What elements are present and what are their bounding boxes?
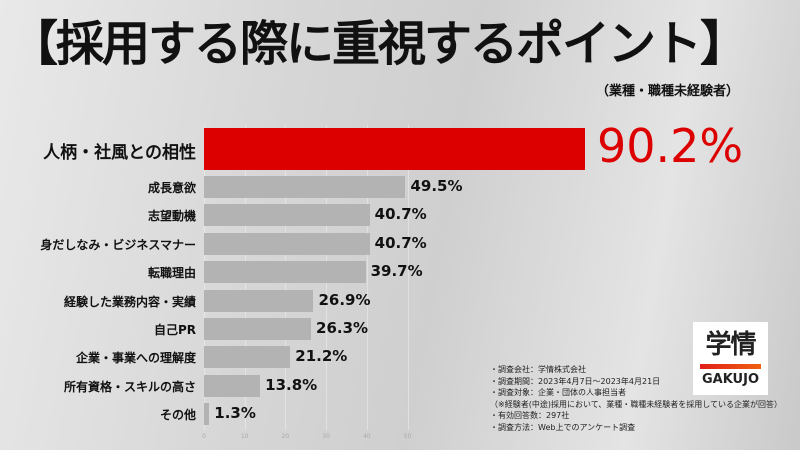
- category-label: 人柄・社風との相性: [43, 143, 196, 163]
- x-tick-label: 40: [362, 433, 371, 440]
- gridline: [407, 125, 409, 430]
- x-tick-label: 20: [281, 433, 290, 440]
- data-label: 21.2%: [295, 347, 348, 366]
- survey-notes: ・調査会社：学情株式会社・調査期間：2023年4月7日～2023年4月21日 ・調…: [490, 364, 782, 433]
- note-line: ・調査会社：学情株式会社: [490, 365, 586, 374]
- gridline: [366, 125, 368, 430]
- category-label: 転職理由: [147, 266, 196, 281]
- data-label: 13.8%: [265, 375, 318, 394]
- data-label: 1.3%: [214, 404, 256, 423]
- chart-subtitle: （業種・職種未経験者）: [596, 84, 740, 99]
- category-label: 志望動機: [147, 209, 196, 224]
- bar: [204, 204, 370, 227]
- bar: [204, 318, 312, 340]
- logo-kanji: 学情: [705, 330, 756, 360]
- note-line: ・調査期間：2023年4月7日～2023年4月21日: [490, 376, 661, 386]
- bar: [204, 403, 210, 426]
- bar: [204, 346, 291, 369]
- data-label: 49.5%: [410, 177, 463, 195]
- bar: [204, 374, 261, 397]
- data-label: 26.3%: [316, 319, 369, 337]
- x-tick-label: 10: [240, 433, 249, 440]
- category-label: 経験した業務内容・実績: [63, 294, 196, 309]
- data-label: 39.7%: [370, 262, 423, 281]
- bar: [204, 128, 585, 170]
- logo-stripe: [700, 364, 761, 369]
- bar: [204, 176, 406, 198]
- gakujo-logo: 学情 GAKUJO: [693, 322, 768, 395]
- x-tick-label: 50: [403, 433, 412, 440]
- bar: [204, 261, 366, 284]
- category-label: 成長意欲: [147, 181, 196, 195]
- data-label: 40.7%: [374, 233, 427, 252]
- category-label: 所有資格・スキルの高さ: [63, 379, 196, 394]
- note-line: ・調査対象：企業・団体の人事担当者: [490, 388, 626, 397]
- x-tick-label: 30: [322, 433, 330, 440]
- note-line: ・有効回答数：297社: [490, 411, 570, 420]
- category-label: 自己PR: [153, 323, 196, 337]
- data-label: 40.7%: [374, 205, 427, 224]
- note-line: （※経験者(中途)採用において、業種・職種未経験者を採用している企業が回答）: [490, 399, 783, 409]
- data-label: 90.2%: [597, 119, 744, 173]
- chart-title: 【採用する際に重視するポイント】: [10, 16, 748, 72]
- bar: [204, 232, 370, 255]
- data-label: 26.9%: [318, 290, 371, 309]
- category-label: 企業・事業への理解度: [75, 351, 196, 366]
- x-tick-label: 0: [202, 433, 206, 440]
- logo-latin: GAKUJO: [701, 372, 760, 387]
- category-label: その他: [159, 408, 196, 423]
- note-line: ・調査方法：Web上でのアンケート調査: [490, 422, 636, 432]
- bar: [204, 289, 314, 312]
- category-label: 身だしなみ・ビジネスマナー: [40, 237, 196, 252]
